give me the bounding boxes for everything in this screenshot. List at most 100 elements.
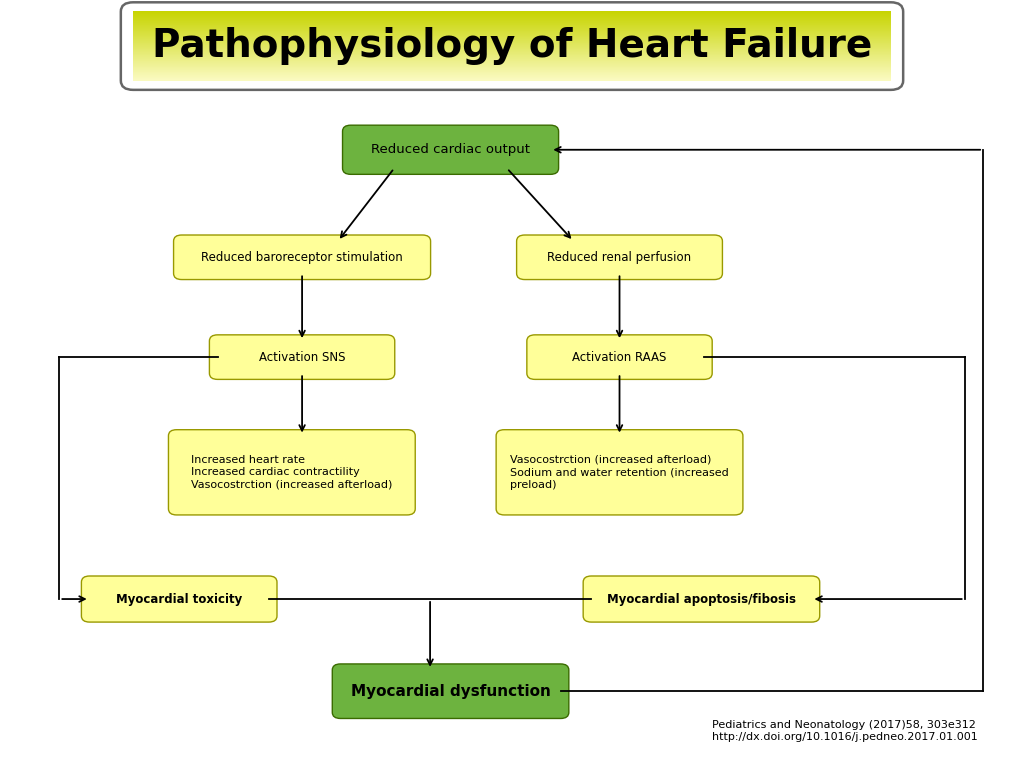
Bar [133, 74, 891, 75]
Bar [133, 45, 891, 47]
FancyBboxPatch shape [173, 235, 430, 280]
Bar [133, 47, 891, 48]
Text: Vasocostrction (increased afterload)
Sodium and water retention (increased
prelo: Vasocostrction (increased afterload) Sod… [510, 455, 729, 490]
Bar [133, 57, 891, 58]
Bar [133, 69, 891, 70]
Text: Increased heart rate
Increased cardiac contractility
Vasocostrction (increased a: Increased heart rate Increased cardiac c… [191, 455, 392, 490]
Bar [133, 58, 891, 59]
Bar [133, 28, 891, 29]
Bar [133, 51, 891, 53]
Bar [133, 56, 891, 58]
Bar [133, 77, 891, 78]
Bar [133, 27, 891, 28]
Bar [133, 71, 891, 73]
FancyBboxPatch shape [332, 664, 569, 719]
Bar [133, 23, 891, 24]
Bar [133, 59, 891, 61]
Bar [133, 41, 891, 42]
Bar [133, 63, 891, 65]
Bar [133, 78, 891, 79]
Bar [133, 35, 891, 36]
Bar [133, 72, 891, 74]
Bar [133, 32, 891, 33]
Text: Activation SNS: Activation SNS [259, 351, 345, 363]
Bar [133, 69, 891, 71]
Bar [133, 66, 891, 68]
Bar [133, 40, 891, 41]
Bar [133, 24, 891, 25]
Bar [133, 65, 891, 67]
Bar [133, 26, 891, 28]
Bar [133, 36, 891, 38]
Bar [133, 76, 891, 78]
Text: Myocardial toxicity: Myocardial toxicity [116, 593, 243, 605]
Bar [133, 22, 891, 23]
Bar [133, 33, 891, 35]
Bar [133, 41, 891, 42]
Text: Myocardial apoptosis/fibosis: Myocardial apoptosis/fibosis [607, 593, 796, 605]
Bar [133, 43, 891, 45]
Bar [133, 22, 891, 24]
Bar [133, 41, 891, 43]
Bar [133, 48, 891, 49]
Bar [133, 65, 891, 66]
Bar [133, 30, 891, 31]
Bar [133, 62, 891, 64]
Text: Reduced baroreceptor stimulation: Reduced baroreceptor stimulation [201, 251, 403, 263]
Bar [133, 79, 891, 81]
Text: Myocardial dysfunction: Myocardial dysfunction [350, 684, 551, 699]
FancyBboxPatch shape [342, 125, 559, 174]
Bar [133, 77, 891, 78]
Text: Pediatrics and Neonatology (2017)58, 303e312
http://dx.doi.org/10.1016/j.pedneo.: Pediatrics and Neonatology (2017)58, 303… [712, 720, 978, 742]
Bar [133, 75, 891, 77]
Bar [133, 35, 891, 37]
Bar [133, 68, 891, 69]
Bar [133, 44, 891, 45]
Text: Pathophysiology of Heart Failure: Pathophysiology of Heart Failure [152, 27, 872, 65]
Bar [133, 18, 891, 20]
Bar [133, 51, 891, 52]
Bar [133, 16, 891, 17]
Bar [133, 44, 891, 45]
Bar [133, 18, 891, 19]
Bar [133, 17, 891, 18]
Bar [133, 13, 891, 15]
Bar [133, 47, 891, 48]
FancyBboxPatch shape [168, 430, 416, 515]
Bar [133, 37, 891, 38]
Bar [133, 37, 891, 38]
Bar [133, 25, 891, 26]
Bar [133, 21, 891, 22]
Bar [133, 23, 891, 25]
Text: Reduced renal perfusion: Reduced renal perfusion [548, 251, 691, 263]
Bar [133, 39, 891, 40]
Bar [133, 21, 891, 22]
Bar [133, 74, 891, 76]
Bar [133, 60, 891, 61]
Bar [133, 67, 891, 68]
Bar [133, 55, 891, 56]
Bar [133, 49, 891, 51]
Bar [133, 62, 891, 63]
Bar [133, 70, 891, 71]
Bar [133, 28, 891, 29]
Bar [133, 17, 891, 18]
Bar [133, 71, 891, 72]
Bar [133, 38, 891, 40]
FancyBboxPatch shape [81, 576, 276, 622]
Bar [133, 67, 891, 68]
Text: Activation RAAS: Activation RAAS [572, 351, 667, 363]
Bar [133, 26, 891, 27]
Bar [133, 53, 891, 54]
Bar [133, 72, 891, 73]
Bar [133, 25, 891, 27]
FancyBboxPatch shape [526, 335, 713, 379]
Bar [133, 54, 891, 55]
Bar [133, 35, 891, 36]
Bar [133, 42, 891, 44]
Bar [133, 60, 891, 61]
Text: Reduced cardiac output: Reduced cardiac output [371, 144, 530, 156]
FancyBboxPatch shape [516, 235, 723, 280]
Bar [133, 16, 891, 18]
Bar [133, 74, 891, 75]
